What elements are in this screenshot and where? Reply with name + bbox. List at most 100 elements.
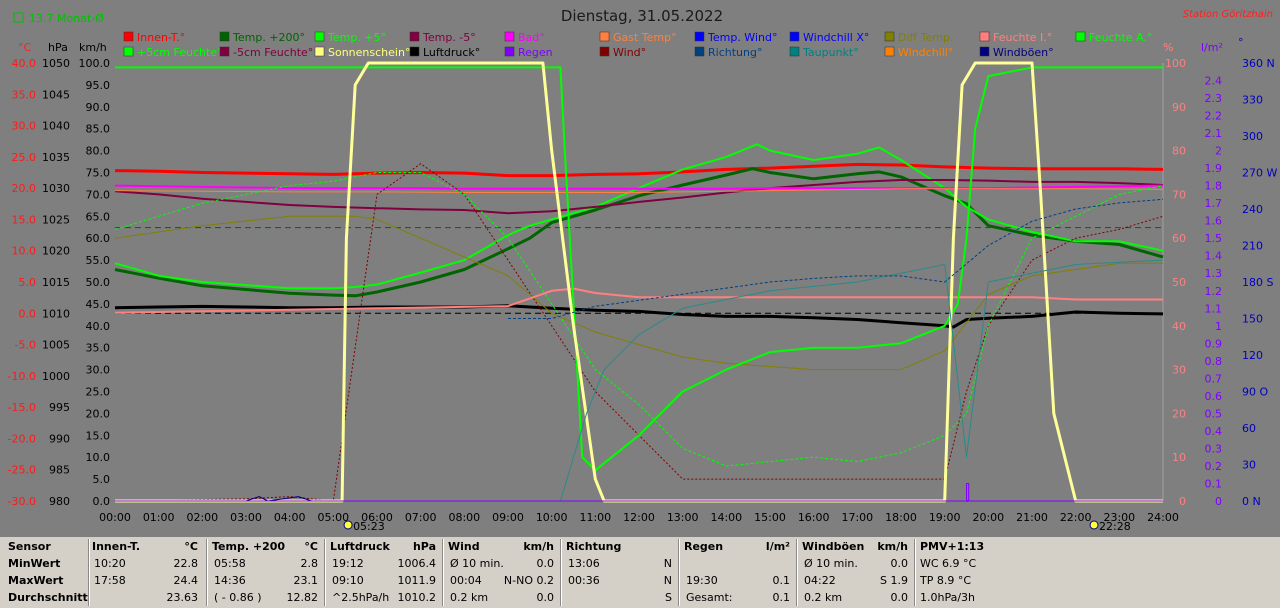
legend-swatch (219, 46, 230, 57)
hpa-tick: 1025 (42, 213, 70, 226)
legend-label: Windböen° (993, 46, 1054, 59)
unit-rain: l/m² (1201, 41, 1223, 54)
x-tick: 12:00 (623, 511, 655, 524)
kmh-tick: 5.0 (93, 473, 111, 486)
temp-tick: -25.0 (8, 464, 36, 477)
stats-value: 12.82 (286, 591, 319, 604)
hpa-tick: 980 (49, 495, 70, 508)
temp-tick: 25.0 (12, 151, 37, 164)
x-tick: 00:00 (99, 511, 131, 524)
series-line (114, 162, 1164, 178)
stats-time: Ø 10 min. (804, 557, 858, 570)
stats-time: 09:10 (332, 574, 364, 587)
legend-swatch (599, 46, 610, 57)
stats-time: 10:20 (94, 557, 126, 570)
stats-header: Sensor (8, 540, 51, 553)
column-separator (88, 539, 90, 606)
legend-swatch (123, 31, 134, 42)
kmh-tick: 80.0 (86, 145, 111, 158)
stats-header-unit: °C (304, 540, 318, 553)
stats-time: 0.2 km (804, 591, 843, 604)
x-tick: 07:00 (405, 511, 437, 524)
kmh-tick: 20.0 (86, 407, 111, 420)
series-line (114, 215, 1163, 371)
legend-swatch (314, 46, 325, 57)
legend-label: Temp. Wind° (707, 31, 777, 44)
rain-tick: 1.8 (1205, 180, 1223, 193)
temp-tick: 5.0 (19, 276, 37, 289)
pct-tick: 30 (1172, 364, 1186, 377)
stats-value: N (663, 557, 672, 570)
rain-tick: 2.3 (1205, 92, 1223, 105)
legend-swatch (219, 31, 230, 42)
rain-tick: 1 (1215, 320, 1222, 333)
temp-tick: 15.0 (12, 213, 37, 226)
dir-tick: 30 (1242, 459, 1256, 472)
stats-value: 23.1 (293, 574, 319, 587)
rain-tick: 0.1 (1205, 477, 1223, 490)
temp-tick: 35.0 (12, 88, 37, 101)
pct-tick: 80 (1172, 145, 1186, 158)
kmh-tick: 25.0 (86, 386, 111, 399)
legend-swatch (884, 46, 895, 57)
hpa-tick: 1030 (42, 182, 70, 195)
hpa-tick: 1045 (42, 88, 70, 101)
stats-value: 0.1 (772, 591, 791, 604)
hpa-tick: 1015 (42, 276, 70, 289)
dir-tick: 210 (1242, 240, 1263, 253)
kmh-tick: 45.0 (86, 298, 111, 311)
hpa-tick: 1005 (42, 339, 70, 352)
dir-tick: 240 (1242, 203, 1263, 216)
stats-time: 05:58 (214, 557, 246, 570)
kmh-tick: 85.0 (86, 123, 111, 136)
sunset-marker-icon (1089, 520, 1099, 530)
stats-header-unit: km/h (523, 540, 554, 553)
rain-tick: 0 (1215, 495, 1222, 508)
stats-value: 0.0 (536, 557, 555, 570)
legend-label: Taupunkt° (802, 46, 859, 59)
rain-tick: 0.6 (1205, 390, 1223, 403)
station-name: Station Göritzhain (1183, 9, 1273, 20)
legend-swatch (409, 31, 420, 42)
x-tick: 17:00 (841, 511, 873, 524)
rain-tick: 0.8 (1205, 355, 1223, 368)
x-tick: 14:00 (710, 511, 742, 524)
x-tick: 05:00 (317, 511, 349, 524)
stats-value: 0.0 (890, 557, 909, 570)
x-tick: 03:00 (230, 511, 262, 524)
rain-tick: 0.2 (1205, 460, 1223, 473)
pct-tick: 10 (1172, 451, 1186, 464)
temp-tick: -20.0 (8, 432, 36, 445)
x-tick: 22:00 (1060, 511, 1092, 524)
rain-tick: 1.9 (1205, 162, 1223, 175)
x-tick: 08:00 (448, 511, 480, 524)
stats-value: 22.8 (173, 557, 199, 570)
stats-pmv-value: TP 8.9 °C (920, 574, 972, 587)
x-tick: 20:00 (972, 511, 1004, 524)
series-line (114, 172, 1164, 467)
x-tick: 10:00 (536, 511, 568, 524)
x-tick: 16:00 (798, 511, 830, 524)
hpa-tick: 990 (49, 432, 70, 445)
hpa-tick: 1050 (42, 57, 70, 70)
hpa-tick: 1040 (42, 120, 70, 133)
stats-header: Wind (448, 540, 480, 553)
pct-tick: 20 (1172, 407, 1186, 420)
rain-tick: 0.7 (1205, 372, 1223, 385)
legend-label: Sonnenschein° (328, 46, 410, 59)
legend-swatch (694, 46, 705, 57)
column-separator (206, 539, 208, 606)
stats-header: PMV+1:13 (920, 540, 985, 553)
legend-swatch (599, 31, 610, 42)
series-line (115, 66, 1163, 472)
stats-row-label: MinWert (8, 557, 61, 570)
column-separator (324, 539, 326, 606)
kmh-tick: 65.0 (86, 210, 111, 223)
stats-value: 1010.2 (397, 591, 437, 604)
stats-header-unit: km/h (877, 540, 908, 553)
x-tick: 11:00 (579, 511, 611, 524)
stats-value: 1011.9 (397, 574, 437, 587)
legend-label: Temp. -5° (422, 31, 476, 44)
stats-header: Richtung (566, 540, 622, 553)
kmh-tick: 95.0 (86, 79, 111, 92)
